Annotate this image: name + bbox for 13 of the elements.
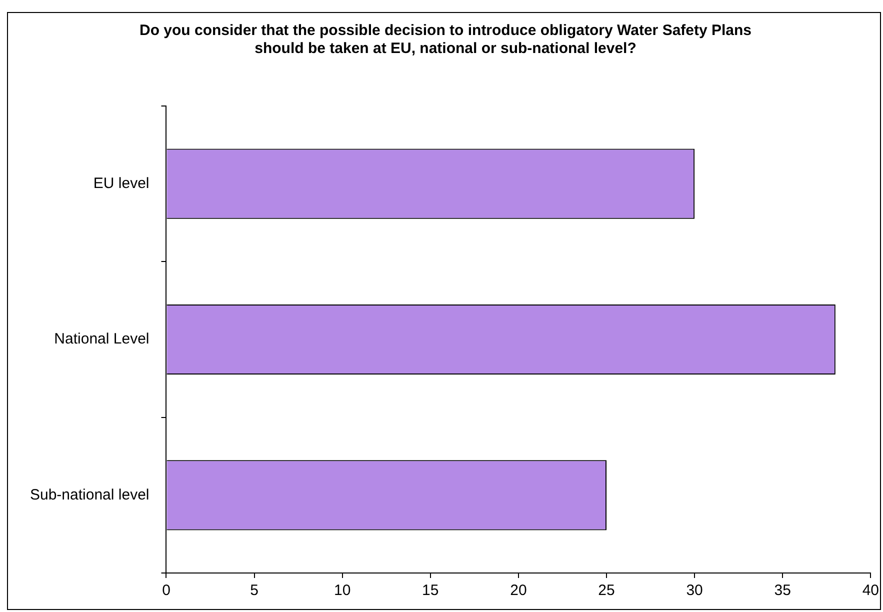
chart-title: Do you consider that the possible decision to introduce obligatory Water Safety Plans should be taken at EU, national or sub-national level? <box>139 22 752 58</box>
y-tick-label: Sub-national level <box>30 486 150 504</box>
x-tick-label: 25 <box>598 582 615 600</box>
x-tick-label: 0 <box>162 582 170 600</box>
x-tick-label: 10 <box>334 582 351 600</box>
y-tick-label: National Level <box>54 330 150 348</box>
x-tick-label: 5 <box>250 582 258 600</box>
y-tick-label: EU level <box>93 174 150 192</box>
x-tick-label: 30 <box>686 582 703 600</box>
x-tick-label: 40 <box>862 582 879 600</box>
x-tick-label: 15 <box>422 582 439 600</box>
x-tick-label: 20 <box>510 582 527 600</box>
x-tick-label: 35 <box>774 582 791 600</box>
